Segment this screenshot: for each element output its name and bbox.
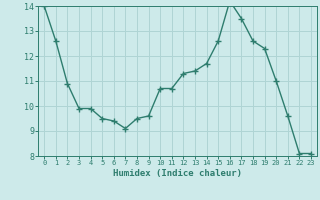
X-axis label: Humidex (Indice chaleur): Humidex (Indice chaleur) — [113, 169, 242, 178]
